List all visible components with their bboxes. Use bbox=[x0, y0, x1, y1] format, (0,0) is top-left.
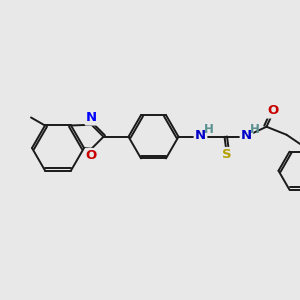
Text: N: N bbox=[195, 129, 206, 142]
Text: H: H bbox=[204, 123, 213, 136]
Text: S: S bbox=[222, 148, 231, 161]
Text: N: N bbox=[86, 111, 97, 124]
Text: N: N bbox=[241, 129, 252, 142]
Text: H: H bbox=[250, 123, 260, 136]
Text: O: O bbox=[86, 149, 97, 162]
Text: O: O bbox=[267, 104, 278, 117]
